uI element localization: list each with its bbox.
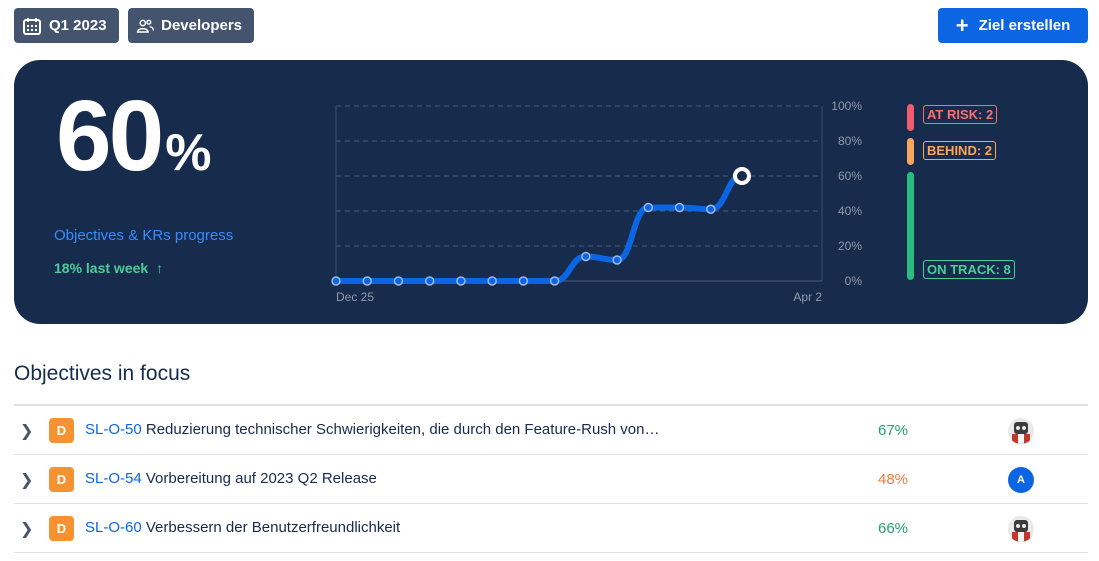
- chevron-right-icon[interactable]: ❯: [20, 521, 34, 538]
- overall-progress: 60 %: [56, 86, 211, 186]
- y-tick-label: 100%: [831, 99, 862, 113]
- objective-progress: 67%: [878, 422, 909, 439]
- objective-title[interactable]: Vorbereitung auf 2023 Q2 Release: [145, 470, 377, 487]
- y-tick-label: 40%: [838, 204, 862, 218]
- data-point: [581, 251, 591, 262]
- weekly-trend: 18% last week ↑: [54, 260, 163, 276]
- status-summary: AT RISK: 2 BEHIND: 2 ON TRACK: 8: [907, 104, 1047, 280]
- data-point: [424, 276, 435, 286]
- y-axis-ticks: 100% 80% 60% 40% 20% 0%: [831, 99, 862, 288]
- progress-label: Objectives & KRs progress: [54, 227, 234, 244]
- objective-text: SL-O-50 Reduzierung technischer Schwieri…: [85, 421, 660, 438]
- on-track-tag[interactable]: ON TRACK: 8: [923, 260, 1015, 279]
- objective-text: SL-O-60 Verbessern der Benutzerfreundlic…: [85, 519, 400, 536]
- data-point: [487, 276, 497, 286]
- on-track-bar: [907, 172, 914, 280]
- objective-progress: 66%: [878, 520, 909, 537]
- plus-icon: +: [955, 12, 969, 38]
- data-point: [706, 204, 716, 214]
- robot-avatar-icon: [1008, 516, 1034, 542]
- progress-chart: 100% 80% 60% 40% 20% 0% Dec 25 Apr 2: [331, 99, 862, 304]
- data-point: [612, 255, 622, 265]
- objective-key[interactable]: SL-O-50: [85, 421, 142, 438]
- objective-type-tile: D: [49, 516, 74, 541]
- objective-type-tile: D: [49, 418, 74, 443]
- avatar-robot[interactable]: [1008, 418, 1034, 444]
- robot-avatar-icon: [1008, 418, 1034, 444]
- objectives-list: ❯ D SL-O-50 Reduzierung technischer Schw…: [14, 404, 1088, 553]
- data-point: [518, 276, 529, 286]
- avatar-robot[interactable]: [1008, 516, 1034, 542]
- weekly-trend-text: 18% last week: [54, 260, 149, 276]
- objective-title[interactable]: Verbessern der Benutzerfreundlichkeit: [145, 519, 401, 536]
- data-point: [331, 276, 341, 286]
- objective-row[interactable]: ❯ D SL-O-50 Reduzierung technischer Schw…: [14, 406, 1088, 455]
- create-goal-button[interactable]: + Ziel erstellen: [938, 8, 1088, 43]
- objective-row[interactable]: ❯ D SL-O-60 Verbessern der Benutzerfreun…: [14, 504, 1088, 553]
- trend-up-icon: ↑: [156, 260, 164, 276]
- objective-row[interactable]: ❯ D SL-O-54 Vorbereitung auf 2023 Q2 Rel…: [14, 455, 1088, 504]
- series-line: [333, 173, 745, 284]
- data-point: [362, 276, 372, 286]
- y-tick-label: 80%: [838, 134, 862, 148]
- quarter-label: Q1 2023: [49, 17, 107, 34]
- x-tick-label: Apr 2: [793, 290, 822, 304]
- chevron-right-icon[interactable]: ❯: [20, 423, 34, 440]
- behind-tag[interactable]: BEHIND: 2: [923, 141, 997, 160]
- section-title: Objectives in focus: [14, 362, 191, 385]
- x-axis-ticks: Dec 25 Apr 2: [336, 290, 822, 304]
- data-point: [643, 202, 654, 213]
- objective-key[interactable]: SL-O-54: [85, 470, 142, 487]
- y-tick-label: 20%: [838, 239, 862, 253]
- objective-key[interactable]: SL-O-60: [85, 519, 142, 536]
- calendar-icon: [23, 17, 41, 35]
- data-point: [456, 276, 466, 286]
- toolbar: Q1 2023 Developers + Ziel erstellen: [14, 8, 1088, 43]
- series-progress: [331, 167, 751, 286]
- current-point: [733, 167, 751, 185]
- y-tick-label: 0%: [845, 274, 863, 288]
- behind-bar: [907, 138, 914, 165]
- progress-percent-sign: %: [165, 124, 212, 182]
- objective-text: SL-O-54 Vorbereitung auf 2023 Q2 Release: [85, 470, 377, 487]
- avatar-initial[interactable]: A: [1008, 467, 1034, 493]
- at-risk-tag[interactable]: AT RISK: 2: [923, 105, 998, 124]
- people-icon: [136, 19, 155, 33]
- data-point: [549, 276, 560, 286]
- x-tick-label: Dec 25: [336, 290, 374, 304]
- chart-grid: [335, 105, 823, 282]
- data-point: [674, 202, 685, 213]
- at-risk-bar: [907, 104, 914, 131]
- objective-title[interactable]: Reduzierung technischer Schwierigkeiten,…: [145, 421, 660, 438]
- create-goal-label: Ziel erstellen: [978, 17, 1071, 34]
- objective-type-tile: D: [49, 467, 74, 492]
- y-tick-label: 60%: [838, 169, 862, 183]
- team-label: Developers: [161, 17, 242, 34]
- data-point: [393, 276, 404, 286]
- quarter-filter-button[interactable]: Q1 2023: [14, 8, 119, 43]
- chevron-right-icon[interactable]: ❯: [20, 472, 34, 489]
- progress-panel: 60 % Objectives & KRs progress 18% last …: [14, 60, 1088, 324]
- objective-progress: 48%: [878, 471, 909, 488]
- progress-value: 60: [56, 80, 164, 192]
- team-filter-button[interactable]: Developers: [128, 8, 254, 43]
